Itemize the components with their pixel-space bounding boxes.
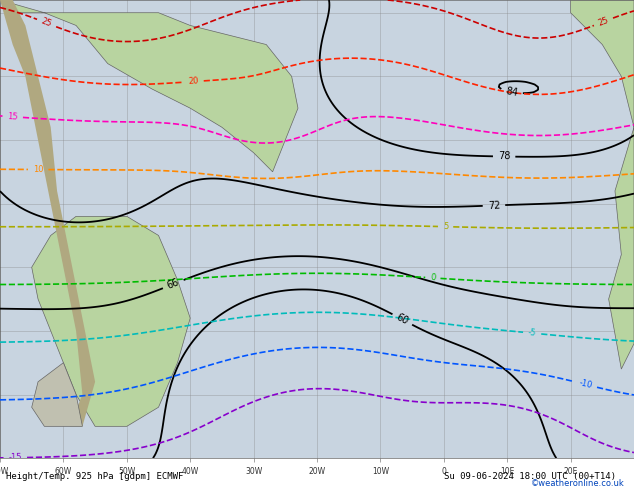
- Text: 20: 20: [188, 77, 199, 86]
- Text: -15: -15: [8, 453, 22, 462]
- Text: 40W: 40W: [181, 467, 199, 476]
- Text: 60: 60: [394, 312, 410, 327]
- Text: Su 09-06-2024 18:00 UTC (00+T14): Su 09-06-2024 18:00 UTC (00+T14): [444, 472, 616, 481]
- Text: 25: 25: [40, 17, 53, 29]
- Text: 10E: 10E: [500, 467, 514, 476]
- Text: 0: 0: [430, 273, 436, 283]
- Text: 10: 10: [33, 165, 44, 174]
- Text: ©weatheronline.co.uk: ©weatheronline.co.uk: [531, 479, 624, 489]
- Text: 15: 15: [7, 112, 18, 122]
- Text: 50W: 50W: [118, 467, 136, 476]
- Text: -5: -5: [527, 328, 537, 338]
- Polygon shape: [0, 0, 298, 172]
- Text: 60W: 60W: [55, 467, 72, 476]
- Text: 78: 78: [498, 151, 510, 162]
- Text: 25: 25: [597, 16, 610, 28]
- Polygon shape: [571, 0, 634, 369]
- Polygon shape: [0, 0, 95, 426]
- Text: 20E: 20E: [564, 467, 578, 476]
- Text: 20W: 20W: [308, 467, 326, 476]
- Text: 84: 84: [505, 86, 519, 98]
- Text: 30W: 30W: [245, 467, 262, 476]
- Text: 10W: 10W: [372, 467, 389, 476]
- Polygon shape: [32, 217, 190, 426]
- Text: 72: 72: [488, 200, 500, 211]
- Polygon shape: [32, 363, 82, 426]
- Text: Height/Temp. 925 hPa [gdpm] ECMWF: Height/Temp. 925 hPa [gdpm] ECMWF: [6, 472, 184, 481]
- Text: 5: 5: [443, 222, 448, 231]
- Text: 66: 66: [165, 277, 181, 291]
- Text: -10: -10: [578, 378, 593, 391]
- Text: 70W: 70W: [0, 467, 9, 476]
- Text: 0: 0: [441, 467, 446, 476]
